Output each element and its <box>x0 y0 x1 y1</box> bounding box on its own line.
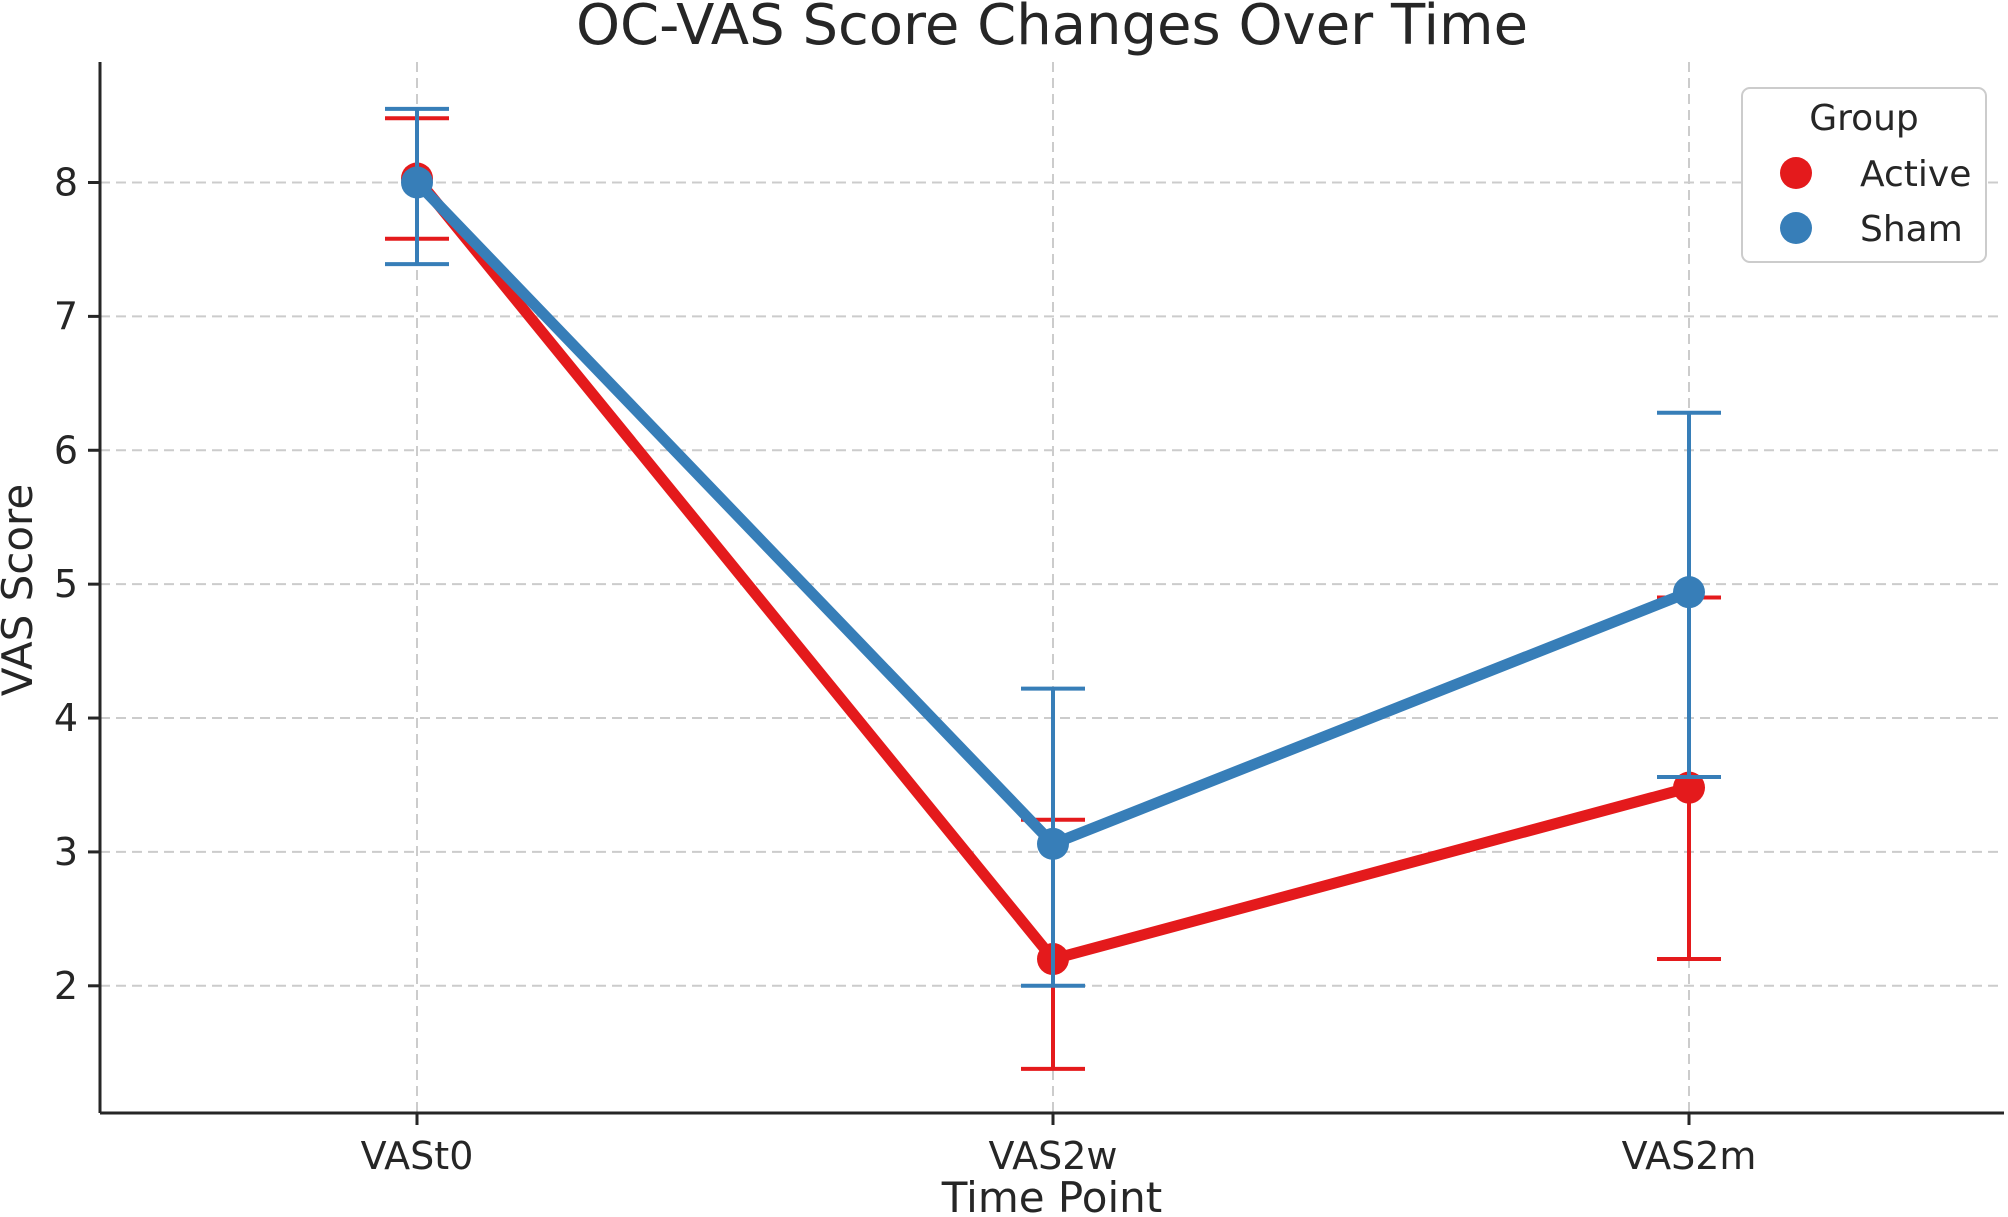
y-tick-label: 3 <box>54 830 78 874</box>
legend-items: Active Sham <box>1780 154 1971 250</box>
legend-title: Group <box>1809 98 1919 139</box>
y-tick-label: 4 <box>54 696 78 740</box>
chart-title: OC-VAS Score Changes Over Time <box>576 0 1528 58</box>
x-tick-label: VAS2m <box>1622 1134 1757 1178</box>
legend: Group Active Sham <box>1741 87 1987 263</box>
data-point <box>1037 827 1069 860</box>
legend-label-sham: Sham <box>1860 209 1963 250</box>
data-point <box>1673 771 1705 804</box>
y-axis-label: VAS Score <box>0 484 42 696</box>
data-point <box>401 166 433 199</box>
data-point <box>1673 576 1705 609</box>
y-tick-label: 7 <box>54 294 78 338</box>
y-tick-label: 8 <box>54 160 78 204</box>
legend-marker-sham <box>1780 212 1812 244</box>
legend-marker-active <box>1780 157 1812 189</box>
x-tick-label: VASt0 <box>361 1134 474 1178</box>
y-tick-label: 2 <box>54 964 78 1008</box>
y-tick-label: 5 <box>54 562 78 606</box>
x-tick-label: VAS2w <box>989 1134 1118 1178</box>
legend-label-active: Active <box>1860 154 1971 195</box>
series-sham <box>385 106 1721 988</box>
x-axis-label: Time Point <box>941 1173 1162 1217</box>
y-tick-label: 6 <box>54 428 78 472</box>
series-layer <box>385 106 1721 1071</box>
axes: 2 3 4 5 6 7 8 VASt0 VAS2w VAS2m <box>54 62 2004 1178</box>
